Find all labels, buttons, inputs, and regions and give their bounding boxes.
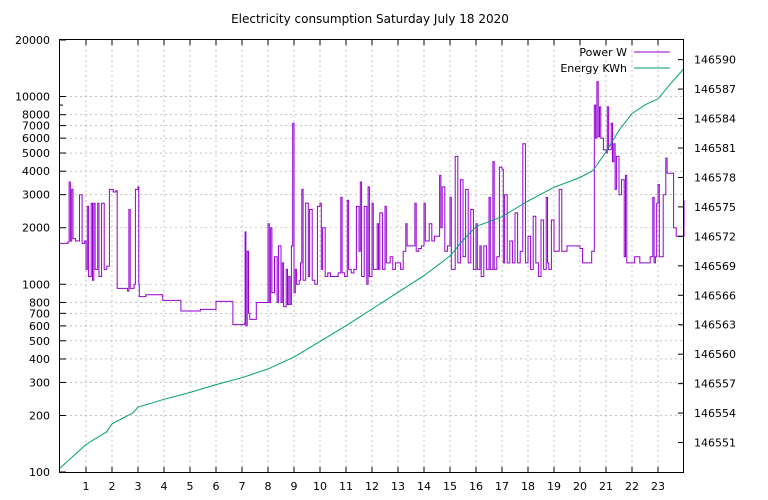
y-left-tick-label: 800 bbox=[29, 296, 50, 309]
plot-series bbox=[59, 68, 685, 469]
y-right-tick-label: 146563 bbox=[694, 319, 736, 332]
y-right-tick-label: 146569 bbox=[694, 260, 736, 273]
y-left-tick-label: 1000 bbox=[22, 278, 50, 291]
y-right-tick-label: 146557 bbox=[694, 378, 736, 391]
y-left-tick-label: 700 bbox=[29, 307, 50, 320]
x-tick-label: 6 bbox=[213, 480, 220, 493]
x-tick-label: 10 bbox=[313, 480, 327, 493]
y-right-tick-label: 146551 bbox=[694, 437, 736, 450]
y-left-tick-label: 600 bbox=[29, 320, 50, 333]
y-right-tick-label: 146560 bbox=[694, 348, 736, 361]
y-left-tick-label: 5000 bbox=[22, 147, 50, 160]
x-tick-label: 21 bbox=[599, 480, 613, 493]
y-left-tick-label: 2000 bbox=[22, 222, 50, 235]
x-tick-label: 12 bbox=[365, 480, 379, 493]
x-tick-label: 18 bbox=[521, 480, 535, 493]
legend-label: Energy KWh bbox=[560, 62, 627, 75]
y-right-tick-label: 146587 bbox=[694, 83, 736, 96]
y-left-tick-label: 8000 bbox=[22, 109, 50, 122]
y-left-tick-label: 4000 bbox=[22, 165, 50, 178]
x-tick-label: 2 bbox=[109, 480, 116, 493]
x-tick-label: 1 bbox=[83, 480, 90, 493]
y-right-tick-label: 146584 bbox=[694, 113, 736, 126]
y-right-tick-label: 146590 bbox=[694, 54, 736, 67]
x-tick-label: 11 bbox=[339, 480, 353, 493]
x-tick-label: 15 bbox=[443, 480, 457, 493]
x-tick-label: 9 bbox=[291, 480, 298, 493]
axes: 1 2 3 4 5 6 7 8 9 10 11 12 13 14 15 16 17 18 19 20 21 22 23100… bbox=[15, 34, 736, 493]
y-left-tick-label: 20000 bbox=[15, 34, 50, 47]
y-right-tick-label: 146578 bbox=[694, 171, 736, 184]
energy-line bbox=[59, 68, 685, 469]
legend: Power W Energy KWh bbox=[560, 46, 670, 75]
y-left-tick-label: 500 bbox=[29, 335, 50, 348]
legend-label: Power W bbox=[579, 46, 627, 59]
x-tick-label: 7 bbox=[239, 480, 246, 493]
y-right-tick-label: 146575 bbox=[694, 201, 736, 214]
plot-frame bbox=[59, 39, 684, 473]
x-tick-label: 23 bbox=[651, 480, 665, 493]
x-tick-label: 17 bbox=[495, 480, 509, 493]
y-left-tick-label: 10000 bbox=[15, 91, 50, 104]
y-left-tick-label: 7000 bbox=[22, 120, 50, 133]
x-tick-label: 22 bbox=[625, 480, 639, 493]
y-right-tick-label: 146581 bbox=[694, 142, 736, 155]
x-tick-label: 5 bbox=[187, 480, 194, 493]
x-tick-label: 19 bbox=[547, 480, 561, 493]
x-tick-label: 8 bbox=[265, 480, 272, 493]
y-left-tick-label: 100 bbox=[29, 466, 50, 479]
power-line bbox=[60, 81, 685, 327]
x-tick-label: 13 bbox=[391, 480, 405, 493]
y-left-tick-label: 3000 bbox=[22, 189, 50, 202]
y-right-tick-label: 146554 bbox=[694, 407, 736, 420]
y-right-tick-label: 146566 bbox=[694, 289, 736, 302]
chart-title: Electricity consumption Saturday July 18… bbox=[231, 12, 509, 26]
y-left-tick-label: 6000 bbox=[22, 132, 50, 145]
y-left-tick-label: 300 bbox=[29, 376, 50, 389]
x-tick-label: 16 bbox=[469, 480, 483, 493]
y-left-tick-label: 400 bbox=[29, 353, 50, 366]
x-tick-label: 3 bbox=[135, 480, 142, 493]
grid bbox=[60, 40, 684, 472]
x-tick-label: 14 bbox=[417, 480, 431, 493]
y-left-tick-label: 200 bbox=[29, 409, 50, 422]
y-right-tick-label: 146572 bbox=[694, 230, 736, 243]
x-tick-label: 20 bbox=[573, 480, 587, 493]
x-tick-label: 4 bbox=[161, 480, 168, 493]
